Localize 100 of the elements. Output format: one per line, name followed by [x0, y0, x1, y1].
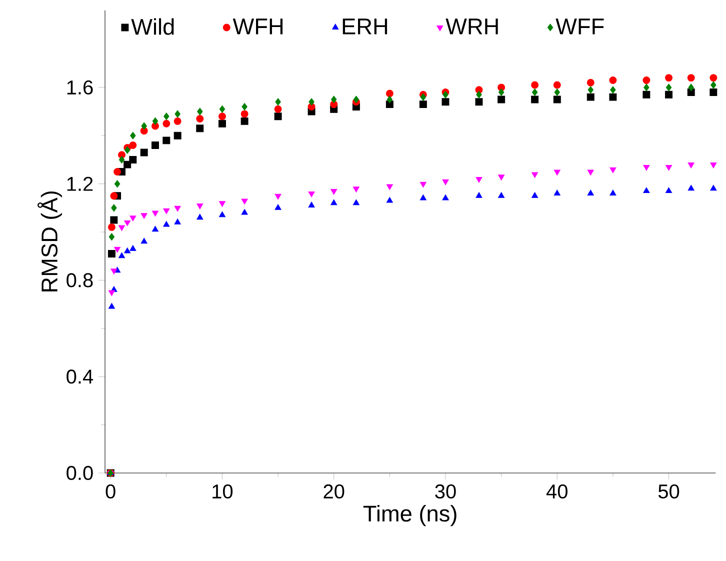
- x-axis-title: Time (ns): [363, 505, 456, 526]
- point: [420, 194, 426, 200]
- point: [124, 220, 131, 226]
- point: [242, 102, 248, 110]
- point: [140, 148, 148, 156]
- point: [666, 84, 672, 92]
- point: [108, 250, 116, 258]
- point: [141, 122, 147, 130]
- point: [124, 146, 130, 154]
- point: [352, 186, 360, 192]
- point: [498, 88, 504, 96]
- point: [586, 93, 594, 101]
- legend-label: ERH: [342, 18, 388, 34]
- point: [174, 110, 180, 118]
- point: [108, 233, 115, 241]
- x-tick-label: 50: [658, 484, 680, 499]
- point: [330, 189, 338, 195]
- point: [554, 170, 560, 176]
- point: [174, 206, 181, 212]
- point: [588, 86, 594, 94]
- point: [219, 105, 226, 113]
- point: [152, 210, 159, 216]
- point: [275, 98, 281, 106]
- point: [274, 194, 282, 200]
- point: [420, 93, 426, 101]
- point: [710, 162, 717, 168]
- point: [420, 182, 426, 188]
- point: [218, 120, 226, 128]
- point: [162, 120, 170, 128]
- point: [196, 214, 204, 220]
- point: [642, 90, 650, 98]
- point: [218, 211, 226, 218]
- legend-label: WFH: [232, 18, 283, 34]
- point: [140, 238, 148, 244]
- y-tick-label: 0.0: [66, 466, 93, 480]
- point: [162, 136, 170, 144]
- y-tick-label: 1.2: [67, 176, 93, 191]
- point: [353, 96, 360, 104]
- legend-label: Wild: [131, 18, 174, 35]
- point: [666, 187, 672, 194]
- x-tick-label: 20: [324, 484, 344, 499]
- point: [442, 179, 449, 186]
- point: [118, 156, 125, 164]
- point: [609, 93, 617, 101]
- point: [174, 117, 182, 125]
- point: [196, 115, 204, 122]
- point: [610, 86, 616, 94]
- point: [196, 124, 204, 132]
- point: [330, 199, 338, 206]
- legend-label: WRH: [446, 18, 498, 34]
- point: [386, 90, 394, 98]
- point: [241, 209, 248, 215]
- point: [114, 168, 122, 176]
- point: [643, 164, 650, 171]
- point: [140, 213, 148, 219]
- point: [532, 172, 538, 178]
- point: [330, 96, 337, 104]
- point: [197, 108, 203, 116]
- point: [110, 268, 118, 274]
- y-tick-label: 1.6: [67, 80, 93, 95]
- point: [129, 156, 137, 164]
- point: [442, 98, 450, 106]
- point: [110, 192, 118, 200]
- point: [442, 90, 448, 98]
- point: [130, 132, 136, 140]
- x-tick-label: 30: [435, 484, 456, 499]
- point: [164, 112, 170, 120]
- y-tick-label: 0.4: [66, 370, 94, 384]
- point: [531, 81, 539, 89]
- point: [130, 245, 136, 251]
- point: [587, 170, 594, 176]
- point: [124, 248, 131, 254]
- point: [498, 96, 506, 104]
- point: [274, 112, 282, 120]
- point: [352, 199, 360, 206]
- point: [163, 208, 170, 214]
- point: [476, 90, 482, 98]
- point: [687, 88, 695, 96]
- point: [643, 187, 650, 194]
- point: [111, 204, 117, 212]
- point: [710, 184, 717, 191]
- point: [274, 204, 282, 210]
- point: [114, 246, 121, 253]
- point: [218, 201, 226, 207]
- point: [532, 88, 538, 96]
- point: [642, 76, 650, 84]
- point: [308, 191, 315, 198]
- x-tick-label: 40: [546, 484, 568, 499]
- point: [688, 162, 694, 168]
- point: [586, 78, 594, 86]
- point: [498, 174, 505, 180]
- point: [108, 290, 115, 296]
- point: [174, 218, 181, 224]
- x-tick-label: 10: [212, 484, 233, 499]
- point: [152, 142, 159, 150]
- point: [687, 74, 695, 82]
- y-tick-label: 0.8: [66, 273, 93, 288]
- point: [386, 196, 393, 203]
- point: [308, 98, 314, 106]
- point: [152, 226, 159, 232]
